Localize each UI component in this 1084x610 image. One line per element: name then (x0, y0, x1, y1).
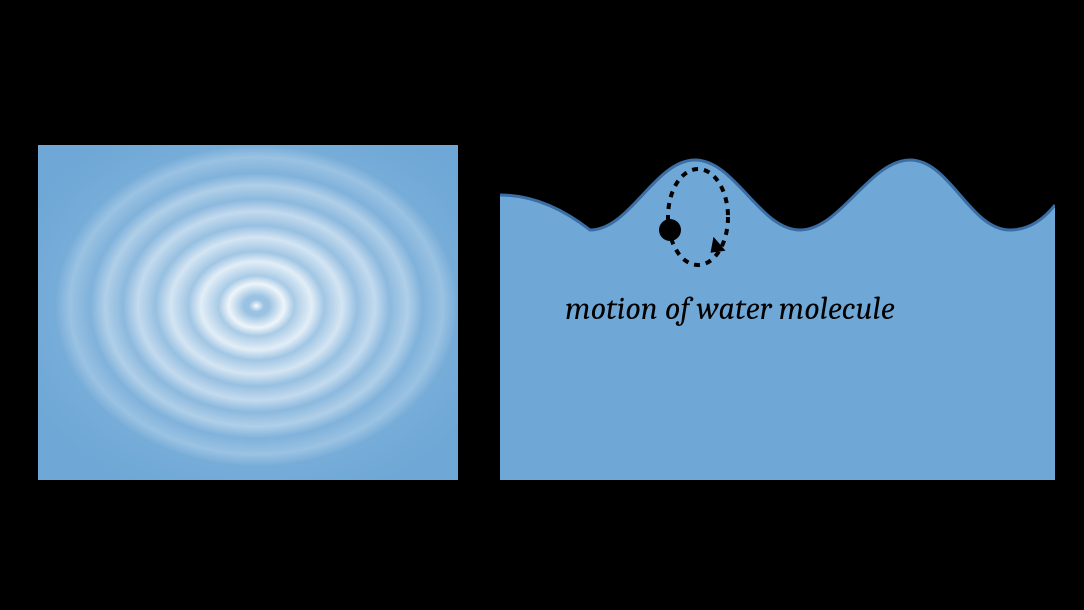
wave-panel: motion of water molecule (500, 145, 1055, 480)
ripple-svg (38, 145, 458, 480)
water-molecule-dot (659, 219, 681, 241)
ripple-panel (38, 145, 458, 480)
motion-label: motion of water molecule (565, 290, 895, 327)
ripple-rings (38, 145, 458, 480)
